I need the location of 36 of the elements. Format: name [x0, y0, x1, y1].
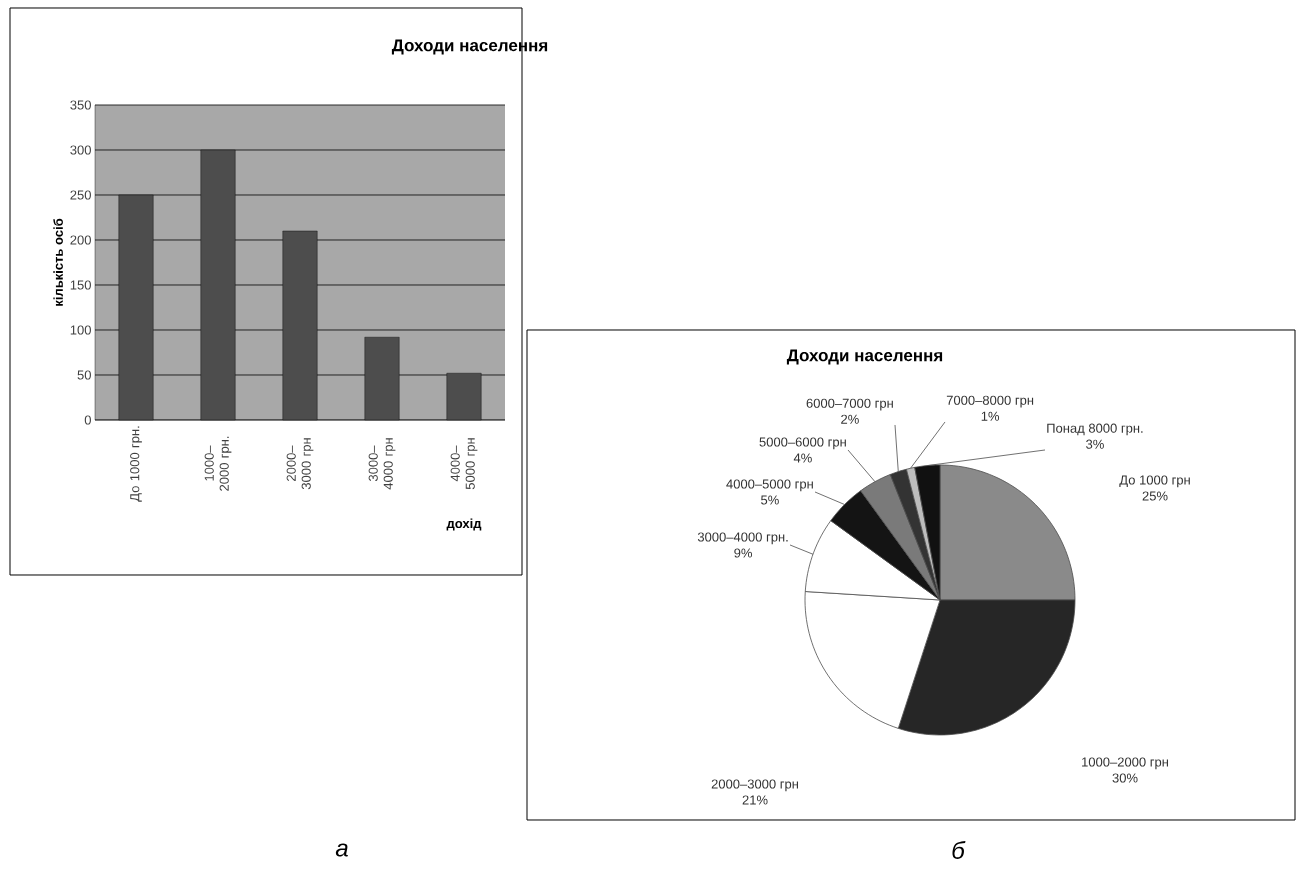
slice-label: Понад 8000 грн. — [1047, 423, 1143, 436]
data-label: 3% — [1086, 439, 1104, 449]
slice-label: До 1000 грн — [1119, 475, 1190, 488]
slice-label: 2000–3000 грн — [711, 779, 798, 792]
slice-label: 1000–2000 грн — [1082, 757, 1168, 770]
data-label: 1% — [981, 411, 1000, 421]
chart-title: Доходи населення — [391, 39, 548, 55]
text: б — [952, 841, 966, 859]
y-tick-label: 350 — [70, 100, 91, 110]
x-tick-label: 3000–4000 грн — [368, 438, 396, 490]
data-label: 30% — [1112, 773, 1138, 783]
data-label: 5% — [761, 495, 779, 505]
x-tick-label: 2000–3000 грн — [286, 438, 314, 490]
data-label: 21% — [742, 795, 768, 805]
x-tick-label: 4000–5000 грн — [450, 438, 478, 490]
slice-label: 5000–6000 грн — [759, 437, 846, 450]
y-axis-title: кількість осіб — [53, 218, 63, 306]
y-tick-label: 200 — [70, 235, 91, 245]
y-tick-label: 0 — [84, 415, 91, 425]
y-tick-label: 50 — [77, 370, 91, 380]
y-tick-label: 300 — [70, 145, 91, 155]
data-label: 4% — [793, 453, 812, 463]
slice-label: 3000–4000 грн. — [697, 532, 788, 545]
y-tick-label: 150 — [70, 280, 91, 290]
chart-title: Доходи населення — [786, 349, 943, 365]
text: а — [335, 843, 348, 857]
slice-label: 6000–7000 грн — [806, 398, 893, 411]
x-tick-label: До 1000 грн. — [130, 426, 142, 502]
y-tick-label: 100 — [70, 325, 91, 335]
x-tick-label: 1000–2000 грн. — [204, 436, 232, 491]
x-axis-title: дохід — [446, 518, 482, 531]
data-label: 9% — [734, 548, 753, 558]
data-label: 25% — [1142, 491, 1168, 501]
y-tick-label: 250 — [70, 190, 91, 200]
slice-label: 7000–8000 грн — [946, 395, 1034, 408]
data-label: 2% — [841, 414, 859, 424]
